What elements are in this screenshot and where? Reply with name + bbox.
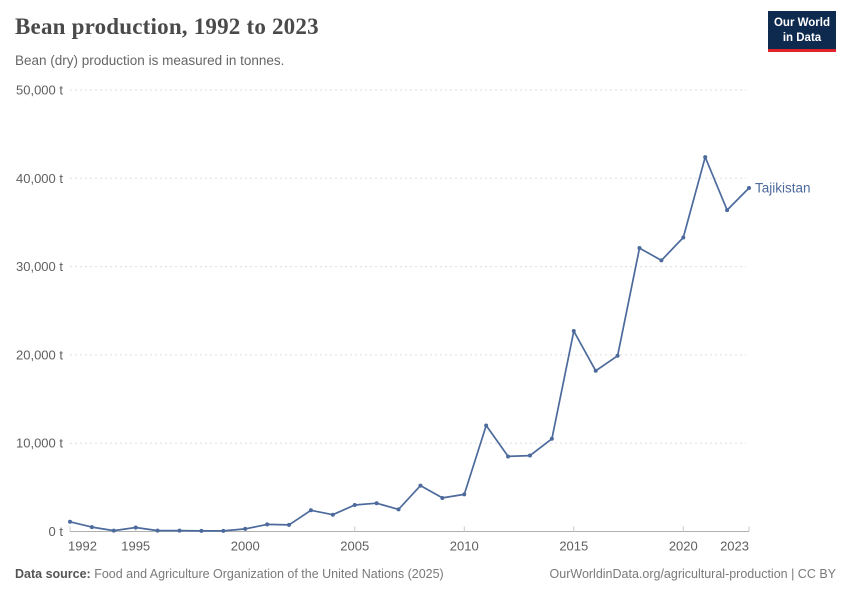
credit-link[interactable]: OurWorldinData.org/agricultural-producti… bbox=[549, 567, 836, 581]
data-point[interactable] bbox=[462, 492, 467, 497]
series-label-tajikistan[interactable]: Tajikistan bbox=[755, 181, 811, 196]
page-title: Bean production, 1992 to 2023 bbox=[15, 14, 319, 39]
y-axis-label: 10,000 t bbox=[16, 436, 63, 451]
data-point[interactable] bbox=[308, 508, 313, 513]
data-point[interactable] bbox=[747, 186, 751, 191]
data-point[interactable] bbox=[89, 525, 94, 530]
x-axis-label: 2010 bbox=[450, 539, 479, 554]
y-axis-label: 50,000 t bbox=[16, 83, 63, 98]
data-point[interactable] bbox=[549, 436, 554, 441]
chart-subtitle: Bean (dry) production is measured in ton… bbox=[15, 53, 285, 68]
data-point[interactable] bbox=[703, 155, 708, 160]
data-point[interactable] bbox=[352, 503, 357, 508]
data-point[interactable] bbox=[199, 528, 204, 533]
owid-logo[interactable]: Our World in Data bbox=[768, 11, 836, 52]
data-point[interactable] bbox=[440, 495, 445, 500]
data-point[interactable] bbox=[155, 528, 160, 533]
data-point[interactable] bbox=[527, 453, 532, 458]
data-point[interactable] bbox=[484, 423, 489, 428]
data-source: Data source: Food and Agriculture Organi… bbox=[15, 567, 444, 581]
y-axis-label: 40,000 t bbox=[16, 171, 63, 186]
data-source-text: Food and Agriculture Organization of the… bbox=[90, 567, 444, 581]
y-axis-label: 0 t bbox=[49, 524, 64, 539]
x-axis-label: 2005 bbox=[340, 539, 369, 554]
owid-logo-line2: in Data bbox=[782, 31, 822, 44]
x-axis-label: 2015 bbox=[559, 539, 588, 554]
data-point[interactable] bbox=[571, 329, 576, 334]
y-axis-label: 30,000 t bbox=[16, 259, 63, 274]
data-point[interactable] bbox=[374, 501, 379, 506]
data-point[interactable] bbox=[177, 528, 182, 533]
data-point[interactable] bbox=[265, 522, 270, 527]
data-point[interactable] bbox=[68, 519, 72, 524]
data-point[interactable] bbox=[725, 208, 730, 213]
y-axis-label: 20,000 t bbox=[16, 347, 63, 362]
data-line-tajikistan[interactable] bbox=[69, 156, 750, 532]
data-point[interactable] bbox=[221, 528, 226, 533]
data-point[interactable] bbox=[681, 235, 686, 240]
data-source-label: Data source: bbox=[15, 567, 91, 581]
x-axis-label: 1992 bbox=[68, 539, 97, 554]
data-point[interactable] bbox=[330, 512, 335, 517]
data-point[interactable] bbox=[659, 258, 664, 263]
data-point[interactable] bbox=[418, 483, 423, 488]
data-point[interactable] bbox=[615, 353, 620, 358]
x-axis-label: 2000 bbox=[231, 539, 260, 554]
data-point[interactable] bbox=[111, 528, 116, 533]
x-axis-label: 2020 bbox=[669, 539, 698, 554]
data-point[interactable] bbox=[637, 246, 642, 251]
x-axis-label: 2023 bbox=[720, 539, 749, 554]
data-point[interactable] bbox=[287, 522, 292, 527]
data-point[interactable] bbox=[506, 454, 511, 459]
chart-footer: Data source: Food and Agriculture Organi… bbox=[15, 567, 836, 581]
x-axis-label: 1995 bbox=[121, 539, 150, 554]
data-point[interactable] bbox=[396, 507, 401, 512]
data-point[interactable] bbox=[133, 525, 138, 530]
data-point[interactable] bbox=[593, 368, 598, 373]
data-point[interactable] bbox=[243, 526, 248, 531]
owid-logo-line1: Our World bbox=[773, 17, 830, 29]
